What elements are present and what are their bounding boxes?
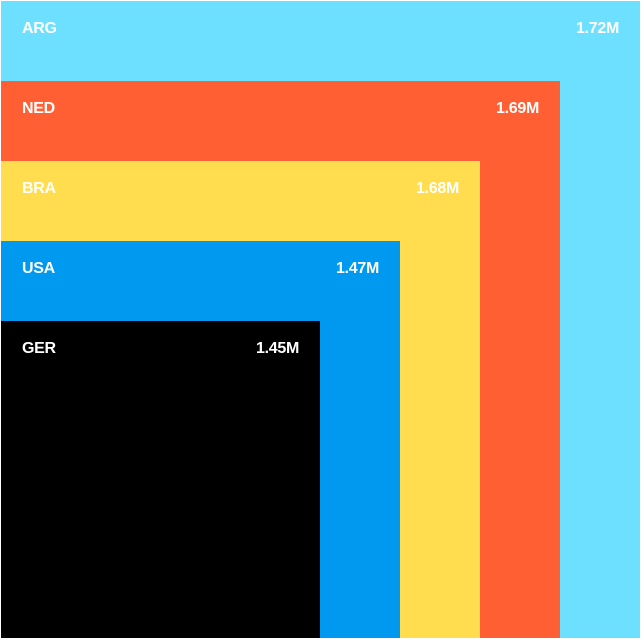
value-label-usa: 1.47M xyxy=(336,260,379,277)
category-label-arg: ARG xyxy=(22,20,57,37)
value-label-ger: 1.45M xyxy=(256,340,299,357)
value-label-arg: 1.72M xyxy=(576,20,619,37)
value-label-ned: 1.69M xyxy=(496,100,539,117)
category-label-ger: GER xyxy=(22,340,56,357)
layer-ger: GER 1.45M xyxy=(1,321,320,638)
category-label-ned: NED xyxy=(22,100,55,117)
category-label-usa: USA xyxy=(22,260,55,277)
category-label-bra: BRA xyxy=(22,180,56,197)
value-label-bra: 1.68M xyxy=(416,180,459,197)
